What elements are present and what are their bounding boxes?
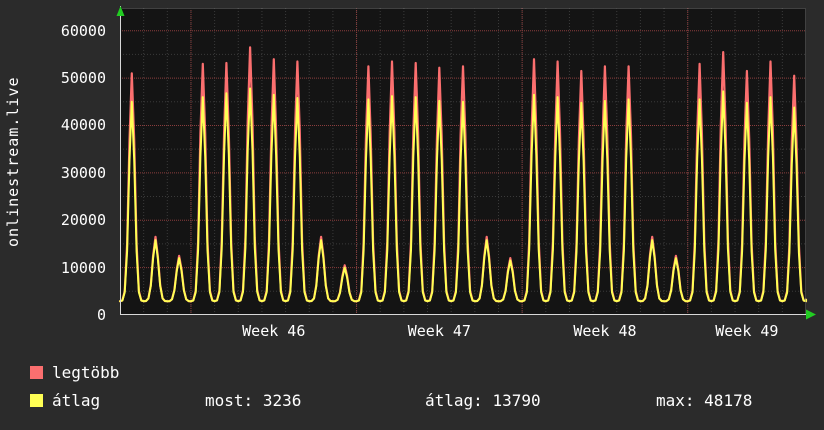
y-tick-label: 20000 <box>60 211 106 230</box>
y-tick-label: 0 <box>96 306 106 324</box>
stat-most-label: most: <box>205 391 254 410</box>
y-tick-label: 30000 <box>60 163 106 182</box>
legtobb-swatch <box>30 366 43 379</box>
stat-max-label: max: <box>656 391 695 410</box>
stat-max: max: 48178 <box>656 393 752 409</box>
y-tick-label: 50000 <box>60 69 106 88</box>
stat-atlag: átlag: 13790 <box>425 393 541 409</box>
x-tick-label: Week 47 <box>407 322 471 340</box>
y-tick-label: 40000 <box>60 116 106 135</box>
y-tick-label: 60000 <box>60 21 106 40</box>
atlag-label: átlag <box>52 391 101 410</box>
stat-max-value: 48178 <box>704 391 753 410</box>
atlag-swatch <box>30 394 43 407</box>
plot-svg <box>116 6 816 320</box>
stat-atlag-value: 13790 <box>492 391 541 410</box>
x-tick-label: Week 48 <box>573 322 637 340</box>
y-axis-labels: 0 10000 20000 30000 40000 50000 60000 <box>0 8 112 323</box>
y-tick-label: 10000 <box>60 258 106 277</box>
x-axis-labels: Week 46 Week 47 Week 48 Week 49 <box>0 322 824 342</box>
stat-atlag-label: átlag: <box>425 391 483 410</box>
plot-area <box>116 6 816 320</box>
x-tick-label: Week 46 <box>242 322 306 340</box>
stat-most-value: 3236 <box>262 391 302 410</box>
legtobb-label: legtöbb <box>52 363 120 382</box>
x-tick-label: Week 49 <box>715 322 779 340</box>
stat-most: most: 3236 <box>205 393 301 409</box>
